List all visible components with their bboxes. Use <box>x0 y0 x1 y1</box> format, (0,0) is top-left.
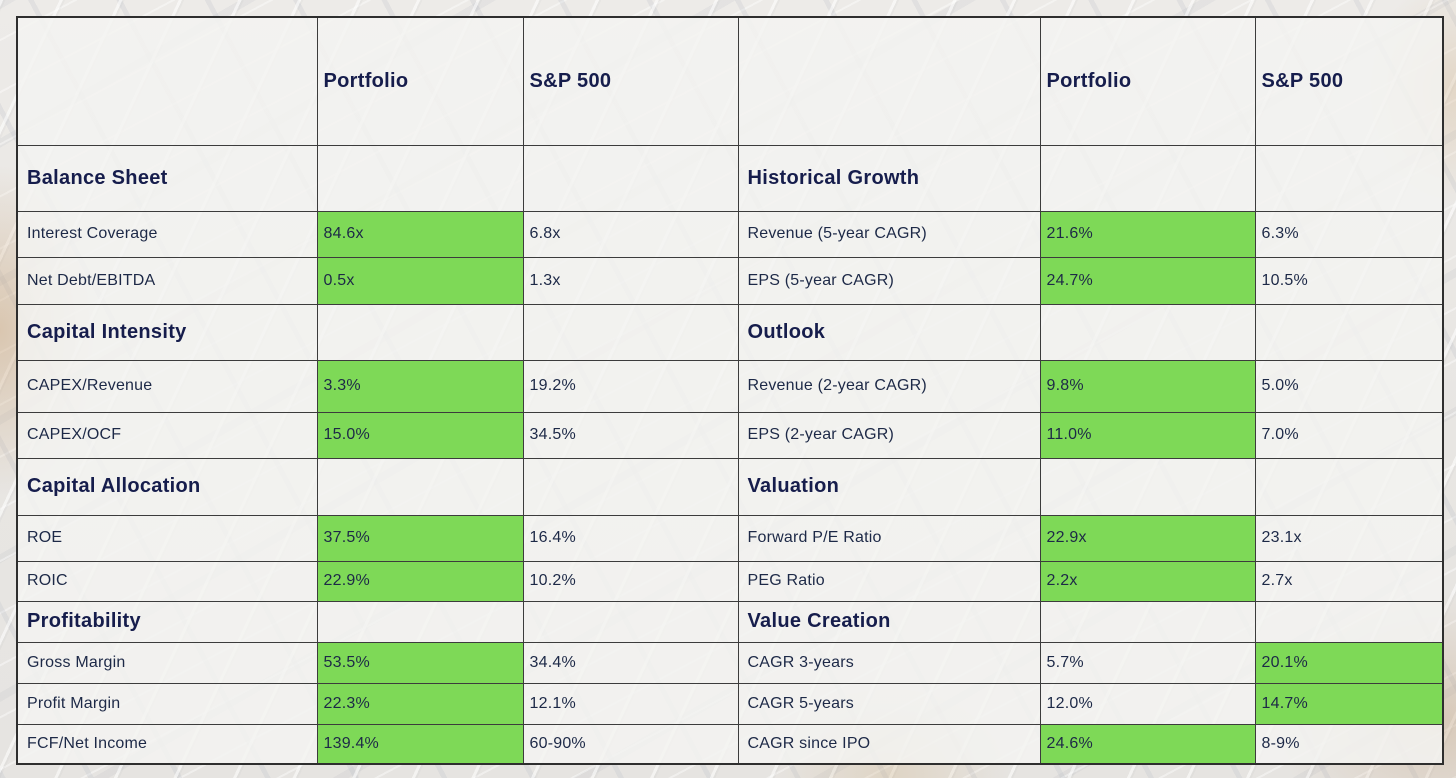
section-row: Profitability Value Creation <box>16 600 1444 643</box>
portfolio-value-cell: 15.0% <box>316 411 524 459</box>
data-row: ROIC 22.9% 10.2% PEG Ratio 2.2x 2.7x <box>16 560 1444 602</box>
metric-label-cell: EPS (5-year CAGR) <box>737 256 1041 305</box>
portfolio-value-cell: 24.7% <box>1039 256 1256 305</box>
section-title-historical-growth: Historical Growth <box>737 144 1041 212</box>
sp500-value-cell: 34.5% <box>522 411 739 459</box>
sp500-value-cell: 19.2% <box>522 359 739 413</box>
section-row: Capital Intensity Outlook <box>16 303 1444 361</box>
sp500-value-cell: 6.3% <box>1254 210 1444 258</box>
corner-spacer-cell <box>16 16 318 146</box>
portfolio-value-cell: 11.0% <box>1039 411 1256 459</box>
metric-label-cell: Revenue (5-year CAGR) <box>737 210 1041 258</box>
empty-cell <box>1039 144 1256 212</box>
empty-cell <box>1039 303 1256 361</box>
sp500-value-cell: 60-90% <box>522 723 739 765</box>
portfolio-value-cell: 9.8% <box>1039 359 1256 413</box>
metric-label-cell: Net Debt/EBITDA <box>16 256 318 305</box>
section-title-valuation: Valuation <box>737 457 1041 516</box>
empty-cell <box>1254 600 1444 643</box>
metric-label-cell: Interest Coverage <box>16 210 318 258</box>
portfolio-value-cell: 21.6% <box>1039 210 1256 258</box>
column-header-sp500-left: S&P 500 <box>522 16 739 146</box>
portfolio-value-cell: 3.3% <box>316 359 524 413</box>
data-row: CAPEX/Revenue 3.3% 19.2% Revenue (2-year… <box>16 359 1444 413</box>
sp500-value-cell: 20.1% <box>1254 641 1444 684</box>
section-title-profitability: Profitability <box>16 600 318 643</box>
section-title-value-creation: Value Creation <box>737 600 1041 643</box>
metric-label-cell: Revenue (2-year CAGR) <box>737 359 1041 413</box>
corner-spacer-cell <box>737 16 1041 146</box>
empty-cell <box>316 303 524 361</box>
empty-cell <box>316 144 524 212</box>
metric-label-cell: ROIC <box>16 560 318 602</box>
metric-label-cell: CAGR 5-years <box>737 682 1041 725</box>
sp500-value-cell: 10.2% <box>522 560 739 602</box>
metric-label-cell: PEG Ratio <box>737 560 1041 602</box>
data-row: CAPEX/OCF 15.0% 34.5% EPS (2-year CAGR) … <box>16 411 1444 459</box>
portfolio-value-cell: 53.5% <box>316 641 524 684</box>
portfolio-value-cell: 5.7% <box>1039 641 1256 684</box>
empty-cell <box>522 144 739 212</box>
empty-cell <box>522 303 739 361</box>
sp500-value-cell: 5.0% <box>1254 359 1444 413</box>
sp500-value-cell: 23.1x <box>1254 514 1444 562</box>
sp500-value-cell: 8-9% <box>1254 723 1444 765</box>
data-row: Net Debt/EBITDA 0.5x 1.3x EPS (5-year CA… <box>16 256 1444 305</box>
column-header-portfolio-right: Portfolio <box>1039 16 1256 146</box>
sp500-value-cell: 2.7x <box>1254 560 1444 602</box>
metrics-comparison-table: Portfolio S&P 500 Portfolio S&P 500 Bala… <box>16 16 1444 765</box>
sp500-value-cell: 16.4% <box>522 514 739 562</box>
sp500-value-cell: 10.5% <box>1254 256 1444 305</box>
metric-label-cell: Gross Margin <box>16 641 318 684</box>
data-row: Profit Margin 22.3% 12.1% CAGR 5-years 1… <box>16 682 1444 725</box>
sp500-value-cell: 12.1% <box>522 682 739 725</box>
portfolio-value-cell: 84.6x <box>316 210 524 258</box>
header-row: Portfolio S&P 500 Portfolio S&P 500 <box>16 16 1444 146</box>
metric-label-cell: ROE <box>16 514 318 562</box>
metric-label-cell: CAGR since IPO <box>737 723 1041 765</box>
portfolio-value-cell: 2.2x <box>1039 560 1256 602</box>
sp500-value-cell: 7.0% <box>1254 411 1444 459</box>
sp500-value-cell: 1.3x <box>522 256 739 305</box>
sp500-value-cell: 14.7% <box>1254 682 1444 725</box>
section-title-capital-allocation: Capital Allocation <box>16 457 318 516</box>
data-row: Interest Coverage 84.6x 6.8x Revenue (5-… <box>16 210 1444 258</box>
portfolio-value-cell: 22.9% <box>316 560 524 602</box>
portfolio-value-cell: 22.9x <box>1039 514 1256 562</box>
section-title-balance-sheet: Balance Sheet <box>16 144 318 212</box>
sp500-value-cell: 6.8x <box>522 210 739 258</box>
portfolio-value-cell: 22.3% <box>316 682 524 725</box>
section-title-outlook: Outlook <box>737 303 1041 361</box>
metric-label-cell: CAPEX/Revenue <box>16 359 318 413</box>
empty-cell <box>316 457 524 516</box>
empty-cell <box>1254 144 1444 212</box>
portfolio-value-cell: 12.0% <box>1039 682 1256 725</box>
empty-cell <box>522 457 739 516</box>
metric-label-cell: CAPEX/OCF <box>16 411 318 459</box>
data-row: FCF/Net Income 139.4% 60-90% CAGR since … <box>16 723 1444 765</box>
portfolio-value-cell: 24.6% <box>1039 723 1256 765</box>
metric-label-cell: FCF/Net Income <box>16 723 318 765</box>
empty-cell <box>1254 303 1444 361</box>
data-row: ROE 37.5% 16.4% Forward P/E Ratio 22.9x … <box>16 514 1444 562</box>
column-header-sp500-right: S&P 500 <box>1254 16 1444 146</box>
column-header-portfolio-left: Portfolio <box>316 16 524 146</box>
empty-cell <box>316 600 524 643</box>
section-row: Capital Allocation Valuation <box>16 457 1444 516</box>
metric-label-cell: Forward P/E Ratio <box>737 514 1041 562</box>
empty-cell <box>1039 600 1256 643</box>
portfolio-value-cell: 37.5% <box>316 514 524 562</box>
section-row: Balance Sheet Historical Growth <box>16 144 1444 212</box>
section-title-capital-intensity: Capital Intensity <box>16 303 318 361</box>
portfolio-value-cell: 0.5x <box>316 256 524 305</box>
metric-label-cell: EPS (2-year CAGR) <box>737 411 1041 459</box>
sp500-value-cell: 34.4% <box>522 641 739 684</box>
empty-cell <box>522 600 739 643</box>
data-row: Gross Margin 53.5% 34.4% CAGR 3-years 5.… <box>16 641 1444 684</box>
metric-label-cell: Profit Margin <box>16 682 318 725</box>
portfolio-value-cell: 139.4% <box>316 723 524 765</box>
metric-label-cell: CAGR 3-years <box>737 641 1041 684</box>
empty-cell <box>1039 457 1256 516</box>
empty-cell <box>1254 457 1444 516</box>
